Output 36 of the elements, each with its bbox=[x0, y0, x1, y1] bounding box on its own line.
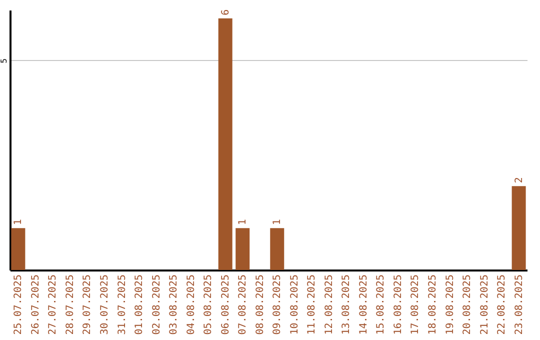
x-tick-label: 12.08.2025 bbox=[324, 274, 335, 335]
data-label: 1 bbox=[272, 219, 284, 226]
x-tick-label: 22.08.2025 bbox=[496, 274, 508, 335]
x-tick-label: 27.07.2025 bbox=[48, 274, 59, 335]
x-tick-label: 10.08.2025 bbox=[289, 274, 300, 335]
x-tick-label: 19.08.2025 bbox=[444, 274, 456, 335]
data-label: 1 bbox=[238, 219, 249, 226]
data-label: 1 bbox=[13, 219, 24, 226]
x-tick-label: 21.08.2025 bbox=[479, 274, 490, 335]
x-tick-label: 04.08.2025 bbox=[186, 274, 197, 335]
x-tick-label: 23.08.2025 bbox=[514, 274, 525, 335]
x-tick-label: 18.08.2025 bbox=[427, 274, 438, 335]
x-tick-label: 26.07.2025 bbox=[30, 274, 42, 335]
data-label: 2 bbox=[514, 177, 525, 184]
x-tick-label: 14.08.2025 bbox=[358, 274, 370, 335]
y-tick-label: 5 bbox=[0, 58, 8, 64]
x-tick-label: 13.08.2025 bbox=[341, 274, 352, 335]
x-tick-label: 30.07.2025 bbox=[100, 274, 111, 335]
x-tick-label: 29.07.2025 bbox=[82, 274, 94, 335]
x-tick-label: 07.08.2025 bbox=[238, 274, 249, 335]
x-tick-label: 25.07.2025 bbox=[13, 274, 24, 335]
x-tick-label: 02.08.2025 bbox=[151, 274, 162, 335]
x-tick-label: 06.08.2025 bbox=[220, 274, 232, 335]
x-tick-label: 16.08.2025 bbox=[392, 274, 404, 335]
x-tick-label: 17.08.2025 bbox=[410, 274, 422, 335]
x-tick-label: 05.08.2025 bbox=[203, 274, 214, 335]
x-tick-label: 20.08.2025 bbox=[462, 274, 474, 335]
x-tick-label: 01.08.2025 bbox=[134, 274, 146, 335]
x-tick-label: 08.08.2025 bbox=[254, 274, 266, 335]
x-tick-label: 11.08.2025 bbox=[306, 274, 318, 335]
x-tick-label: 15.08.2025 bbox=[376, 274, 387, 335]
x-tick-label: 28.07.2025 bbox=[64, 274, 76, 335]
x-tick-label: 31.07.2025 bbox=[116, 274, 128, 335]
x-tick-label: 09.08.2025 bbox=[272, 274, 284, 335]
data-label: 6 bbox=[220, 9, 232, 16]
x-tick-label: 03.08.2025 bbox=[168, 274, 180, 335]
